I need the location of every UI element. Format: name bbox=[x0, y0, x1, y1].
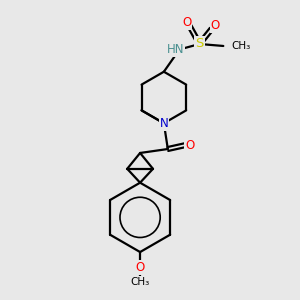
Text: N: N bbox=[160, 117, 168, 130]
Text: CH₃: CH₃ bbox=[231, 41, 250, 51]
Text: O: O bbox=[211, 19, 220, 32]
Text: O: O bbox=[136, 261, 145, 274]
Text: O: O bbox=[182, 16, 191, 29]
Text: O: O bbox=[185, 139, 194, 152]
Text: S: S bbox=[195, 38, 204, 50]
Text: CH₃: CH₃ bbox=[130, 277, 150, 287]
Text: HN: HN bbox=[167, 44, 184, 56]
